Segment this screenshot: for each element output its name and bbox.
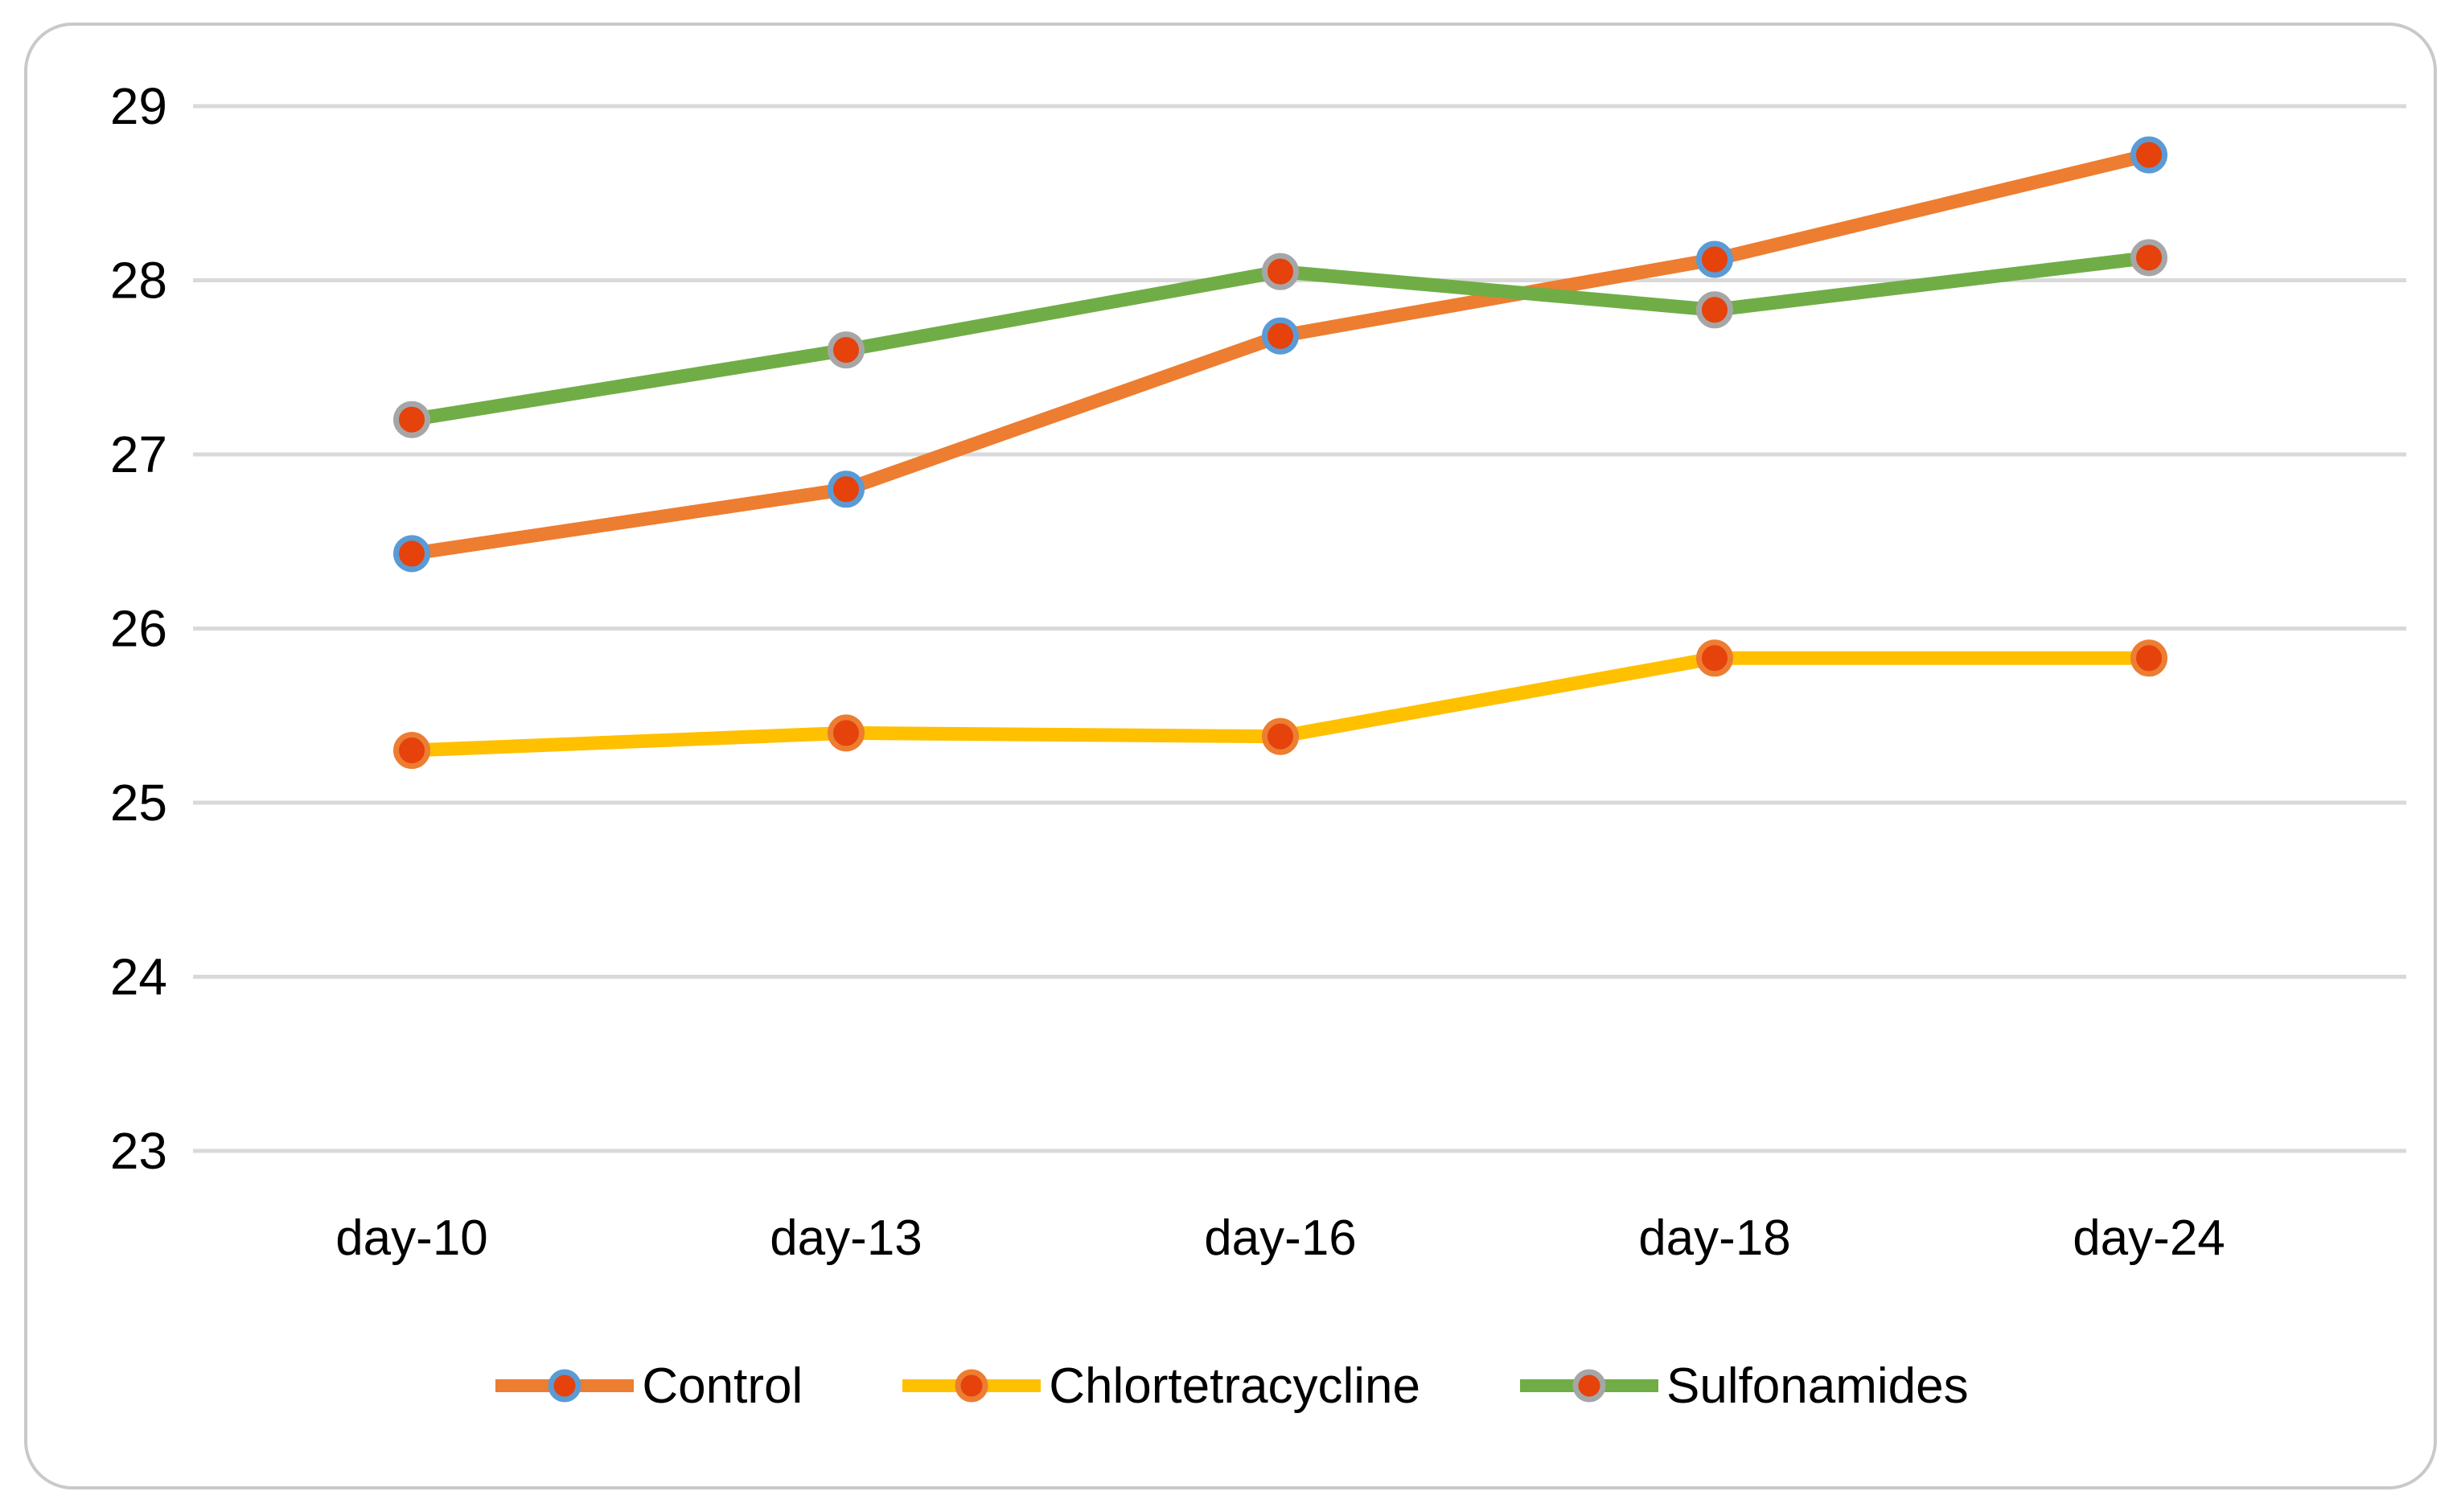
marker-control-day-18 [1696,240,1733,278]
marker-sulfonamides-day-13 [828,331,865,369]
marker-sulfonamides-day-16 [1262,253,1299,290]
legend-item-sulfonamides: Sulfonamides [1517,1358,1969,1415]
marker-chlortetracycline-day-18 [1696,639,1733,677]
y-tick-29: 29 [110,77,167,135]
legend-label-sulfonamides: Sulfonamides [1666,1358,1969,1414]
marker-chlortetracycline-day-13 [828,714,865,752]
marker-control-day-13 [828,470,865,508]
y-tick-24: 24 [110,948,167,1006]
y-tick-23: 23 [110,1122,167,1180]
legend-dot-sulfonamides [1572,1369,1606,1403]
legend-dot-chlortetracycline [955,1369,988,1403]
x-tick-day-24: day-24 [2073,1210,2225,1266]
x-tick-day-13: day-13 [770,1210,922,1266]
legend-marker-sulfonamides-icon [1519,1369,1658,1403]
legend-marker-chlortetracycline-icon [902,1369,1042,1403]
marker-chlortetracycline-day-24 [2130,639,2167,677]
y-tick-26: 26 [110,600,167,658]
marker-chlortetracycline-day-16 [1262,717,1299,755]
marker-sulfonamides-day-24 [2130,239,2167,277]
x-tick-day-18: day-18 [1638,1210,1791,1266]
x-tick-day-16: day-16 [1204,1210,1357,1266]
legend-item-chlortetracycline: Chlortetracycline [899,1358,1420,1415]
marker-chlortetracycline-day-10 [393,732,430,770]
legend-label-control: Control [642,1358,803,1414]
marker-control-day-16 [1262,317,1299,355]
legend-marker-control-icon [495,1369,635,1403]
legend-dot-control [548,1369,581,1403]
y-tick-25: 25 [110,774,167,832]
marker-control-day-24 [2130,136,2167,174]
legend-label-chlortetracycline: Chlortetracycline [1049,1358,1420,1414]
marker-control-day-10 [393,535,430,573]
marker-sulfonamides-day-18 [1696,291,1733,329]
y-tick-28: 28 [110,252,167,310]
x-tick-day-10: day-10 [335,1210,488,1266]
legend: Control Chlortetracycline Sulfonamides [0,1341,2461,1430]
legend-item-control: Control [492,1358,803,1415]
y-tick-27: 27 [110,425,167,483]
plot-border [24,23,2437,1489]
marker-sulfonamides-day-10 [393,401,430,438]
